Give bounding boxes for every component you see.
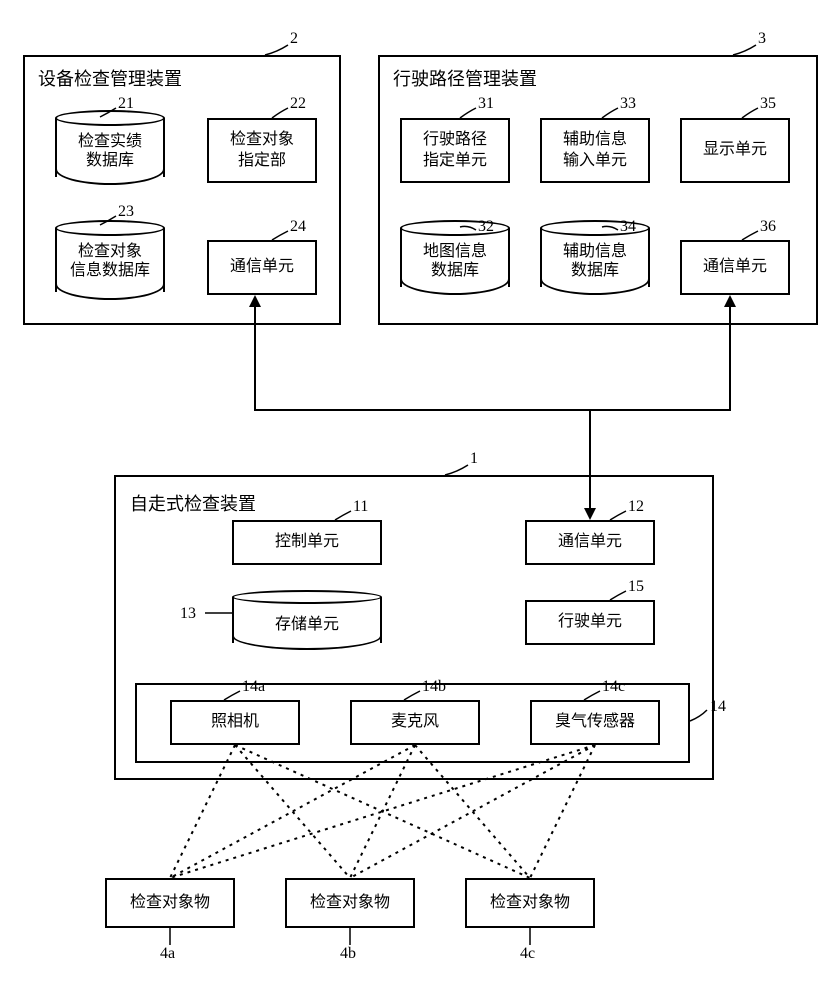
box-comm-unit-12: 通信单元 [525,520,655,565]
box-target-4c: 检查对象物 [465,878,595,928]
db-storage-unit: 存储单元 [232,590,382,650]
db-13-label: 存储单元 [232,615,382,634]
ref-31: 31 [478,95,494,113]
diagram-canvas: 设备检查管理装置 行驶路径管理装置 自走式检查装置 检查实绩数据库 检查对象信息… [0,0,829,1000]
ref-14a: 14a [242,678,265,696]
ref-4b: 4b [340,945,356,963]
ref-13: 13 [180,605,196,623]
box-drive-unit: 行驶单元 [525,600,655,645]
ref-22: 22 [290,95,306,113]
ref-14c: 14c [602,678,625,696]
container-2-title: 设备检查管理装置 [38,65,182,91]
ref-21: 21 [118,95,134,113]
box-inspection-target-spec: 检查对象指定部 [207,118,317,183]
ref-36: 36 [760,218,776,236]
box-odor-sensor: 臭气传感器 [530,700,660,745]
db-34-label: 辅助信息数据库 [540,242,650,280]
ref-14: 14 [710,698,726,716]
box-target-4a: 检查对象物 [105,878,235,928]
db-inspection-results: 检查实绩数据库 [55,110,165,185]
box-control-unit: 控制单元 [232,520,382,565]
ref-15: 15 [628,578,644,596]
ref-35: 35 [760,95,776,113]
ref-32: 32 [478,218,494,236]
db-23-label: 检查对象信息数据库 [55,242,165,280]
box-microphone: 麦克风 [350,700,480,745]
ref-11: 11 [353,498,368,516]
box-display-unit: 显示单元 [680,118,790,183]
ref-1: 1 [470,450,478,468]
ref-14b: 14b [422,678,446,696]
container-1-title: 自走式检查装置 [130,490,256,516]
ref-33: 33 [620,95,636,113]
ref-34: 34 [620,218,636,236]
box-comm-unit-24: 通信单元 [207,240,317,295]
ref-3: 3 [758,30,766,48]
box-target-4b: 检查对象物 [285,878,415,928]
container-3-title: 行驶路径管理装置 [393,65,537,91]
db-32-label: 地图信息数据库 [400,242,510,280]
box-comm-unit-36: 通信单元 [680,240,790,295]
box-camera: 照相机 [170,700,300,745]
ref-4a: 4a [160,945,175,963]
db-inspection-target-info: 检查对象信息数据库 [55,220,165,300]
ref-12: 12 [628,498,644,516]
box-aux-input: 辅助信息输入单元 [540,118,650,183]
ref-24: 24 [290,218,306,236]
ref-23: 23 [118,203,134,221]
ref-4c: 4c [520,945,535,963]
box-route-spec: 行驶路径指定单元 [400,118,510,183]
db-21-label: 检查实绩数据库 [55,132,165,170]
ref-2: 2 [290,30,298,48]
